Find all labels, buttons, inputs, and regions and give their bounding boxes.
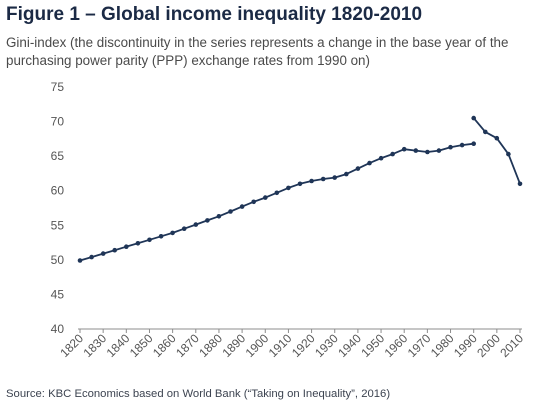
x-tick-label: 1840 [104,331,133,360]
series-1-point [170,230,175,236]
series-1-point [471,141,477,146]
x-tick-label: 2010 [497,331,526,360]
chart-subtitle: Gini-index (the discontinuity in the ser… [6,35,509,68]
series-1-point [239,204,245,209]
series-1-point [251,199,256,205]
series-2-point [517,181,523,187]
series-1-point [436,148,442,153]
x-tick-label: 1980 [428,331,457,360]
x-tick-label: 1940 [335,331,364,360]
x-tick-label: 2000 [474,331,503,360]
x-tick-label: 1950 [358,331,387,360]
series-1-point [459,142,465,148]
x-tick-label: 1870 [173,331,202,360]
series-1-point [413,148,419,153]
series-1-point [401,146,407,152]
y-tick-label: 65 [51,149,65,163]
x-axis-ticks: 1820183018401850186018701880189019001910… [57,329,526,360]
series-1-point [320,176,326,182]
series-1-point [309,178,314,184]
series-2-point [471,115,477,121]
series-1-point [286,185,291,191]
y-tick-label: 70 [51,115,65,129]
x-tick-label: 1970 [405,331,434,360]
x-tick-label: 1960 [382,331,411,360]
series-1-point [367,160,372,166]
series-1-point [355,166,361,171]
series-1-point [378,155,384,161]
y-tick-label: 55 [51,218,65,232]
series-1-point [135,241,141,246]
series-1-point [263,195,268,200]
y-tick-label: 40 [51,322,65,336]
x-tick-label: 1850 [127,331,156,360]
chart-title: Figure 1 – Global income inequality 1820… [6,4,423,25]
series-1-point [344,171,349,177]
series-1-point [100,251,106,256]
y-axis-ticks: 40 45 50 55 60 65 70 75 [51,80,65,336]
x-tick-label: 1880 [196,331,225,360]
series-1-point [297,181,303,187]
series-2-point [494,135,500,141]
series-2-point [483,129,488,135]
series-1-point [425,149,430,155]
x-tick-label: 1930 [312,331,341,360]
series-1-point [112,247,117,253]
x-tick-label: 1830 [80,331,109,360]
y-tick-label: 60 [51,184,65,198]
series-1-point [448,144,453,150]
series-1-point [205,218,210,223]
series-1-point [274,190,280,196]
x-tick-label: 1910 [266,331,295,360]
series-1-point [89,254,94,260]
series-1-point [216,214,222,219]
y-tick-label: 45 [51,287,65,301]
series-2-point [506,151,511,157]
x-tick-label: 1990 [451,331,480,360]
series-1-point [228,209,233,214]
series-2-line [473,117,521,185]
source-note: Source: KBC Economics based on World Ban… [6,388,391,400]
y-tick-label: 50 [51,253,65,267]
x-tick-label: 1860 [150,331,179,360]
series-1-point [147,237,152,243]
series-1-point [390,151,395,157]
series-1-point [181,226,187,231]
series-1-point [332,175,338,180]
series-1-point [124,244,129,249]
series-1-point [77,258,83,263]
series-group [77,115,523,263]
x-tick-label: 1900 [243,331,272,360]
series-1-point [193,222,199,227]
x-tick-label: 1890 [219,331,248,360]
x-tick-label: 1920 [289,331,318,360]
series-1-point [158,234,164,239]
y-tick-label: 75 [51,80,65,94]
